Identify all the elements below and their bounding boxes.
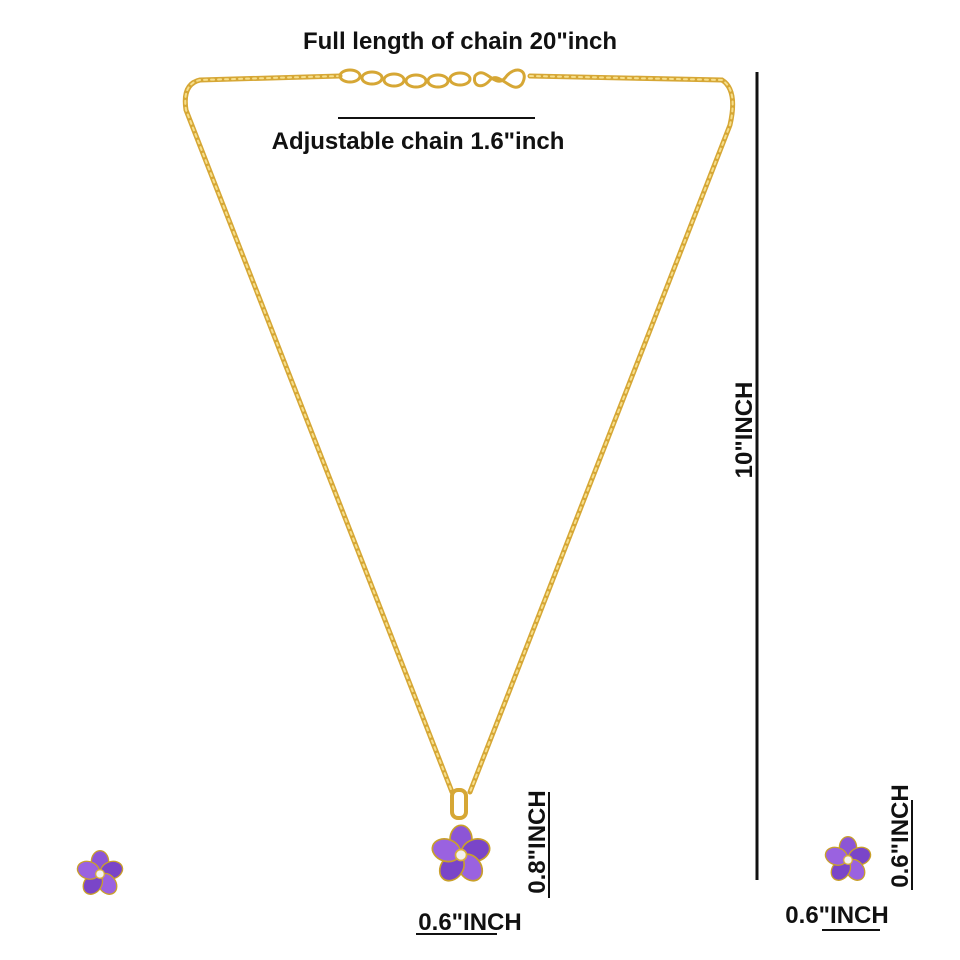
clasp [338, 68, 526, 89]
right-earring [822, 835, 874, 885]
pendant-width-label: 0.6"INCH [418, 909, 521, 936]
length-label: 10"INCH [731, 382, 758, 479]
earring-height-label: 0.6"INCH [887, 784, 914, 887]
title: Full length of chain 20"inch [303, 28, 617, 55]
chain [182, 73, 736, 795]
earring-width-label: 0.6"INCH [785, 902, 888, 929]
pendant [428, 788, 494, 887]
pendant-height-label: 0.8"INCH [524, 790, 551, 893]
left-earring [74, 849, 126, 899]
adjustable-label: Adjustable chain 1.6"inch [272, 128, 565, 155]
